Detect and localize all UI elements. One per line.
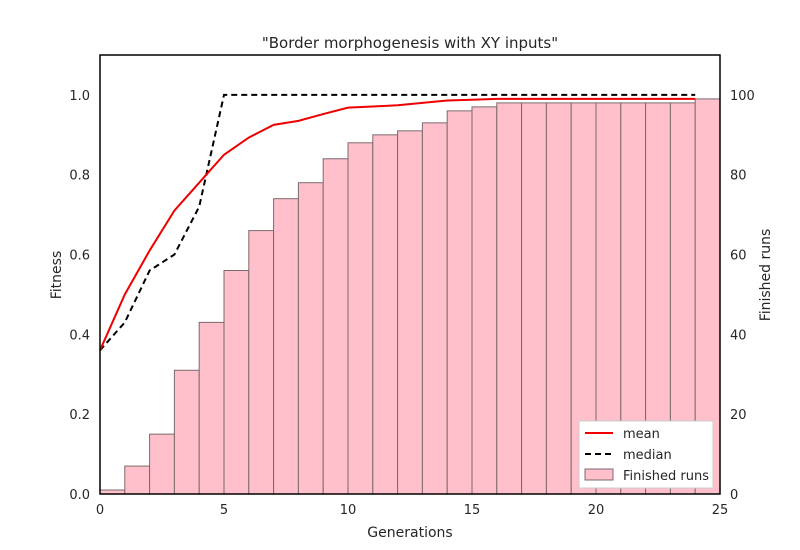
finished-runs-bar	[545, 102, 572, 495]
finished-runs-bar	[223, 270, 250, 495]
x-axis-ticks: 0 5 10 15 20 25	[96, 503, 728, 518]
finished-runs-bar	[421, 122, 448, 495]
y-tick-label: 0.0	[69, 488, 90, 503]
finished-runs-bar	[273, 198, 299, 495]
legend-bars-swatch	[584, 468, 614, 481]
y-axis-ticks: 0.0 0.2 0.4 0.6 0.8 1.0	[69, 89, 90, 503]
finished-runs-bar	[173, 369, 200, 495]
finished-runs-bar	[124, 465, 151, 495]
legend-bars-label: Finished runs	[623, 469, 709, 484]
finished-runs-bar	[521, 102, 547, 495]
y2-tick-label: 100	[730, 89, 755, 104]
fitness-lines	[99, 93, 696, 351]
finished-runs-bar	[248, 230, 275, 495]
legend-mean-label: mean	[623, 427, 660, 442]
y2-tick-label: 40	[730, 328, 747, 343]
y2-tick-label: 20	[730, 408, 747, 423]
median-line	[99, 93, 696, 351]
finished-runs-bar	[322, 158, 349, 495]
y2-axis-ticks: 0 20 40 60 80 100	[730, 89, 755, 503]
x-tick-label: 10	[340, 503, 357, 518]
y2-axis-label: Finished runs	[758, 229, 774, 322]
x-tick-label: 15	[464, 503, 481, 518]
y-tick-label: 1.0	[69, 89, 90, 104]
finished-runs-bar	[372, 134, 399, 495]
y-tick-label: 0.8	[69, 169, 90, 184]
finished-runs-bar	[496, 102, 523, 495]
y2-tick-label: 60	[730, 249, 747, 264]
y2-tick-label: 80	[730, 169, 747, 184]
y-tick-label: 0.6	[69, 249, 90, 264]
x-tick-label: 25	[712, 503, 729, 518]
x-tick-label: 5	[220, 503, 228, 518]
finished-runs-bar	[446, 110, 473, 495]
y-axis-label: Fitness	[49, 251, 65, 300]
finished-runs-bar	[347, 142, 374, 495]
finished-runs-bar	[297, 182, 324, 495]
legend: mean median Finished runs	[578, 420, 714, 489]
finished-runs-bar	[198, 321, 225, 495]
legend-median-label: median	[623, 448, 672, 463]
chart-title: "Border morphogenesis with XY inputs"	[262, 34, 558, 52]
mean-line	[99, 97, 696, 351]
x-axis-label: Generations	[367, 525, 452, 541]
finished-runs-bar	[471, 106, 498, 495]
y-tick-label: 0.2	[69, 408, 90, 423]
y-tick-label: 0.4	[69, 328, 90, 343]
x-tick-label: 0	[96, 503, 104, 518]
plot-frame	[99, 54, 721, 495]
finished-runs-bar	[149, 433, 175, 495]
x-tick-label: 20	[588, 503, 605, 518]
y2-tick-label: 0	[730, 488, 738, 503]
finished-runs-bar	[397, 130, 423, 495]
